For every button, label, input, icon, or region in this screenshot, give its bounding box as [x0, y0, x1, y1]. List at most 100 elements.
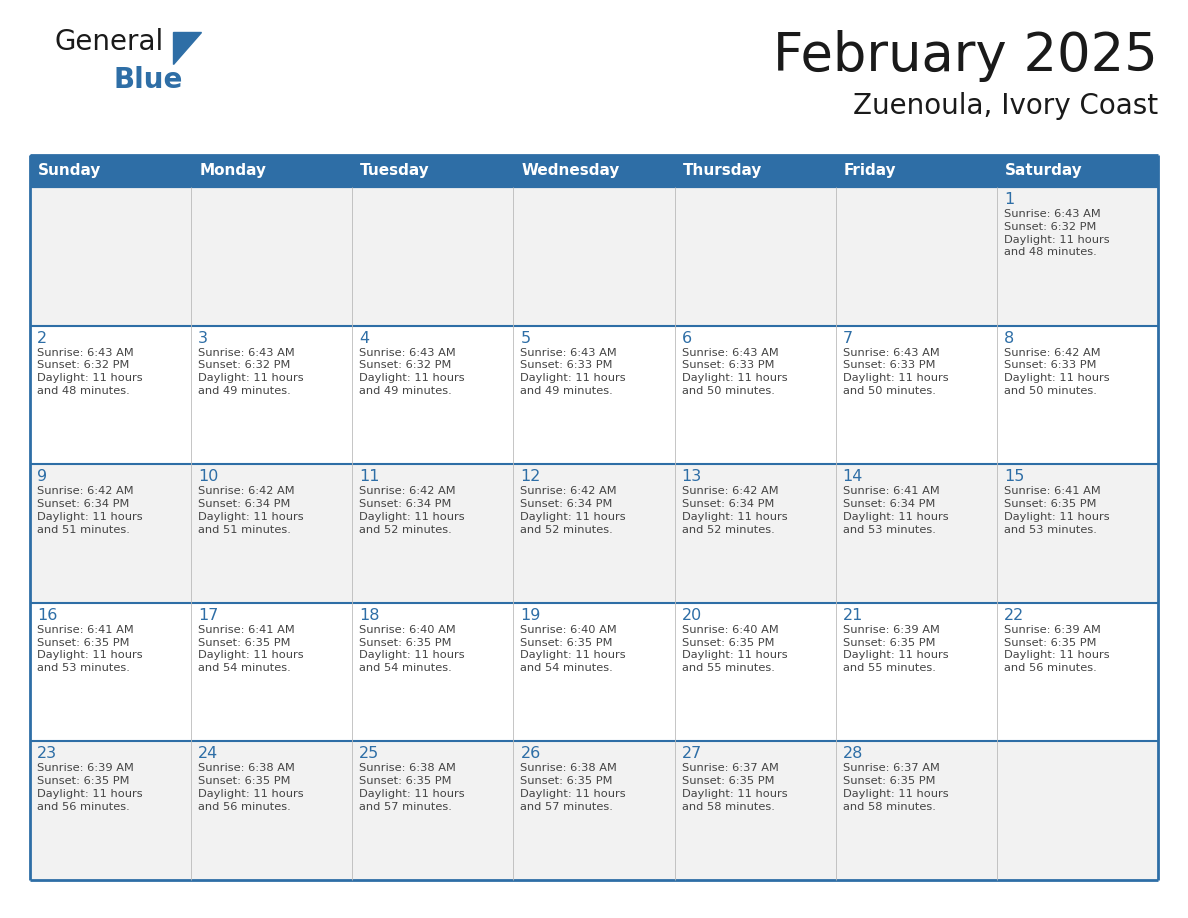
Bar [191, 326, 353, 465]
Text: 13: 13 [682, 469, 702, 484]
Bar [675, 326, 835, 465]
Text: Sunrise: 6:43 AM
Sunset: 6:33 PM
Daylight: 11 hours
and 50 minutes.: Sunrise: 6:43 AM Sunset: 6:33 PM Dayligh… [682, 348, 788, 396]
Text: Blue: Blue [113, 66, 183, 94]
Bar [30, 465, 191, 603]
Bar [675, 465, 835, 603]
Text: 28: 28 [842, 746, 864, 761]
Text: 27: 27 [682, 746, 702, 761]
Text: Sunrise: 6:41 AM
Sunset: 6:35 PM
Daylight: 11 hours
and 53 minutes.: Sunrise: 6:41 AM Sunset: 6:35 PM Dayligh… [37, 625, 143, 673]
Text: 24: 24 [198, 746, 219, 761]
Bar [353, 742, 513, 880]
Text: Sunrise: 6:39 AM
Sunset: 6:35 PM
Daylight: 11 hours
and 55 minutes.: Sunrise: 6:39 AM Sunset: 6:35 PM Dayligh… [842, 625, 948, 673]
Text: Sunrise: 6:38 AM
Sunset: 6:35 PM
Daylight: 11 hours
and 56 minutes.: Sunrise: 6:38 AM Sunset: 6:35 PM Dayligh… [198, 764, 304, 812]
Bar [353, 326, 513, 465]
Bar [30, 155, 1158, 187]
Text: Sunrise: 6:41 AM
Sunset: 6:34 PM
Daylight: 11 hours
and 53 minutes.: Sunrise: 6:41 AM Sunset: 6:34 PM Dayligh… [842, 487, 948, 534]
Text: 4: 4 [359, 330, 369, 345]
Text: 17: 17 [198, 608, 219, 622]
Text: 6: 6 [682, 330, 691, 345]
Text: 1: 1 [1004, 192, 1015, 207]
Bar [997, 187, 1158, 326]
Bar [997, 603, 1158, 742]
Bar [191, 603, 353, 742]
Text: Friday: Friday [843, 163, 896, 178]
Bar [513, 326, 675, 465]
Text: Sunrise: 6:42 AM
Sunset: 6:34 PM
Daylight: 11 hours
and 52 minutes.: Sunrise: 6:42 AM Sunset: 6:34 PM Dayligh… [682, 487, 788, 534]
Text: Sunrise: 6:38 AM
Sunset: 6:35 PM
Daylight: 11 hours
and 57 minutes.: Sunrise: 6:38 AM Sunset: 6:35 PM Dayligh… [359, 764, 465, 812]
Text: 25: 25 [359, 746, 379, 761]
Text: 7: 7 [842, 330, 853, 345]
Bar [513, 603, 675, 742]
Bar [191, 465, 353, 603]
Text: Sunrise: 6:40 AM
Sunset: 6:35 PM
Daylight: 11 hours
and 54 minutes.: Sunrise: 6:40 AM Sunset: 6:35 PM Dayligh… [359, 625, 465, 673]
Bar [513, 187, 675, 326]
Text: 19: 19 [520, 608, 541, 622]
Bar [675, 742, 835, 880]
Text: 3: 3 [198, 330, 208, 345]
Text: Wednesday: Wednesday [522, 163, 620, 178]
Text: Sunrise: 6:42 AM
Sunset: 6:34 PM
Daylight: 11 hours
and 52 minutes.: Sunrise: 6:42 AM Sunset: 6:34 PM Dayligh… [359, 487, 465, 534]
Text: 11: 11 [359, 469, 380, 484]
Text: Sunrise: 6:43 AM
Sunset: 6:33 PM
Daylight: 11 hours
and 50 minutes.: Sunrise: 6:43 AM Sunset: 6:33 PM Dayligh… [842, 348, 948, 396]
Bar [997, 742, 1158, 880]
Bar [191, 742, 353, 880]
Text: Sunrise: 6:43 AM
Sunset: 6:32 PM
Daylight: 11 hours
and 49 minutes.: Sunrise: 6:43 AM Sunset: 6:32 PM Dayligh… [198, 348, 304, 396]
Bar [30, 326, 191, 465]
Text: Sunrise: 6:43 AM
Sunset: 6:32 PM
Daylight: 11 hours
and 49 minutes.: Sunrise: 6:43 AM Sunset: 6:32 PM Dayligh… [359, 348, 465, 396]
Text: Saturday: Saturday [1005, 163, 1082, 178]
Text: 21: 21 [842, 608, 864, 622]
Text: Sunrise: 6:41 AM
Sunset: 6:35 PM
Daylight: 11 hours
and 53 minutes.: Sunrise: 6:41 AM Sunset: 6:35 PM Dayligh… [1004, 487, 1110, 534]
Bar [675, 603, 835, 742]
Bar [30, 603, 191, 742]
Text: Monday: Monday [200, 163, 266, 178]
Bar [675, 187, 835, 326]
Text: 12: 12 [520, 469, 541, 484]
Bar [353, 465, 513, 603]
Text: Sunrise: 6:40 AM
Sunset: 6:35 PM
Daylight: 11 hours
and 55 minutes.: Sunrise: 6:40 AM Sunset: 6:35 PM Dayligh… [682, 625, 788, 673]
Text: Sunrise: 6:42 AM
Sunset: 6:34 PM
Daylight: 11 hours
and 52 minutes.: Sunrise: 6:42 AM Sunset: 6:34 PM Dayligh… [520, 487, 626, 534]
Bar [513, 465, 675, 603]
Text: Tuesday: Tuesday [360, 163, 430, 178]
Text: 15: 15 [1004, 469, 1024, 484]
Bar [997, 326, 1158, 465]
Text: Sunrise: 6:41 AM
Sunset: 6:35 PM
Daylight: 11 hours
and 54 minutes.: Sunrise: 6:41 AM Sunset: 6:35 PM Dayligh… [198, 625, 304, 673]
Text: 8: 8 [1004, 330, 1015, 345]
Text: 18: 18 [359, 608, 380, 622]
Bar [835, 742, 997, 880]
Text: Sunrise: 6:39 AM
Sunset: 6:35 PM
Daylight: 11 hours
and 56 minutes.: Sunrise: 6:39 AM Sunset: 6:35 PM Dayligh… [37, 764, 143, 812]
Text: General: General [55, 28, 164, 56]
Text: Sunrise: 6:43 AM
Sunset: 6:32 PM
Daylight: 11 hours
and 48 minutes.: Sunrise: 6:43 AM Sunset: 6:32 PM Dayligh… [1004, 209, 1110, 257]
Text: 10: 10 [198, 469, 219, 484]
Text: Thursday: Thursday [683, 163, 762, 178]
Bar [997, 465, 1158, 603]
Text: 23: 23 [37, 746, 57, 761]
Bar [835, 603, 997, 742]
Text: February 2025: February 2025 [773, 30, 1158, 82]
Bar [835, 326, 997, 465]
Text: 20: 20 [682, 608, 702, 622]
Text: Zuenoula, Ivory Coast: Zuenoula, Ivory Coast [853, 92, 1158, 120]
Text: Sunrise: 6:37 AM
Sunset: 6:35 PM
Daylight: 11 hours
and 58 minutes.: Sunrise: 6:37 AM Sunset: 6:35 PM Dayligh… [682, 764, 788, 812]
Text: Sunrise: 6:38 AM
Sunset: 6:35 PM
Daylight: 11 hours
and 57 minutes.: Sunrise: 6:38 AM Sunset: 6:35 PM Dayligh… [520, 764, 626, 812]
Bar [353, 603, 513, 742]
Text: Sunrise: 6:40 AM
Sunset: 6:35 PM
Daylight: 11 hours
and 54 minutes.: Sunrise: 6:40 AM Sunset: 6:35 PM Dayligh… [520, 625, 626, 673]
Bar [30, 742, 191, 880]
Text: 2: 2 [37, 330, 48, 345]
Bar [353, 187, 513, 326]
Bar [191, 187, 353, 326]
Text: 16: 16 [37, 608, 57, 622]
Text: Sunrise: 6:37 AM
Sunset: 6:35 PM
Daylight: 11 hours
and 58 minutes.: Sunrise: 6:37 AM Sunset: 6:35 PM Dayligh… [842, 764, 948, 812]
Bar [513, 742, 675, 880]
Text: Sunrise: 6:43 AM
Sunset: 6:32 PM
Daylight: 11 hours
and 48 minutes.: Sunrise: 6:43 AM Sunset: 6:32 PM Dayligh… [37, 348, 143, 396]
Text: 22: 22 [1004, 608, 1024, 622]
Text: Sunrise: 6:42 AM
Sunset: 6:34 PM
Daylight: 11 hours
and 51 minutes.: Sunrise: 6:42 AM Sunset: 6:34 PM Dayligh… [37, 487, 143, 534]
Text: Sunrise: 6:42 AM
Sunset: 6:34 PM
Daylight: 11 hours
and 51 minutes.: Sunrise: 6:42 AM Sunset: 6:34 PM Dayligh… [198, 487, 304, 534]
Bar [835, 187, 997, 326]
Text: 5: 5 [520, 330, 531, 345]
Bar [835, 465, 997, 603]
Text: Sunrise: 6:43 AM
Sunset: 6:33 PM
Daylight: 11 hours
and 49 minutes.: Sunrise: 6:43 AM Sunset: 6:33 PM Dayligh… [520, 348, 626, 396]
Polygon shape [173, 32, 201, 64]
Text: Sunrise: 6:39 AM
Sunset: 6:35 PM
Daylight: 11 hours
and 56 minutes.: Sunrise: 6:39 AM Sunset: 6:35 PM Dayligh… [1004, 625, 1110, 673]
Text: 9: 9 [37, 469, 48, 484]
Text: Sunrise: 6:42 AM
Sunset: 6:33 PM
Daylight: 11 hours
and 50 minutes.: Sunrise: 6:42 AM Sunset: 6:33 PM Dayligh… [1004, 348, 1110, 396]
